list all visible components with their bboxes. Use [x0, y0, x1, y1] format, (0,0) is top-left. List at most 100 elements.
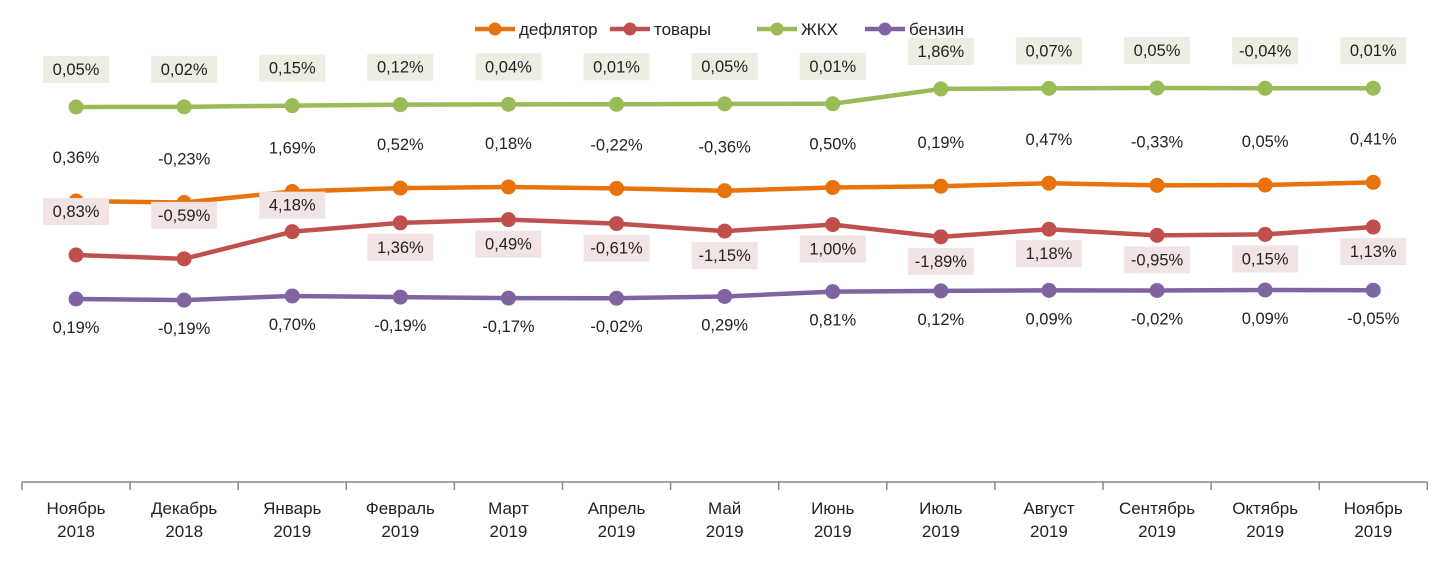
data-point: [68, 291, 84, 307]
data-point: [609, 290, 625, 306]
legend-label: ЖКХ: [801, 20, 838, 39]
x-tick-label: 2019: [1138, 522, 1176, 541]
plot-area: 0,05% 0,02% 0,15% 0,12% 0,04% 0,01% 0,05% 0,01%…: [43, 36, 1407, 338]
data-label-bg: [259, 54, 326, 82]
data-label: 0,52%: [377, 136, 424, 154]
data-point: [933, 283, 949, 299]
x-tick-label: 2019: [706, 522, 744, 541]
x-tick-label: 2018: [57, 522, 95, 541]
data-label-bg: [1015, 240, 1082, 268]
data-label: 0,18%: [485, 135, 532, 153]
data-point: [500, 96, 516, 112]
data-label: 0,05%: [701, 58, 748, 76]
x-tick-label: Март: [488, 499, 529, 518]
data-point: [825, 217, 841, 233]
data-point: [609, 180, 625, 196]
data-label: 0,05%: [1134, 42, 1181, 60]
data-label: 0,01%: [809, 58, 856, 76]
data-label-bg: [151, 55, 218, 83]
data-label: 0,12%: [917, 311, 964, 329]
x-tick-label: Июль: [919, 499, 963, 518]
x-tick-label: 2019: [490, 522, 528, 541]
data-label-bg: [799, 235, 866, 263]
legend-item: товары: [610, 20, 711, 39]
legend-marker: [770, 22, 784, 36]
data-label: 0,49%: [485, 236, 532, 254]
data-point: [1041, 80, 1057, 96]
x-tick-label: 2019: [273, 522, 311, 541]
data-point: [68, 99, 84, 115]
x-tick-label: Ноябрь: [1344, 499, 1403, 518]
data-point: [176, 99, 192, 115]
data-label: 0,09%: [1026, 310, 1073, 328]
legend-marker: [623, 22, 637, 36]
data-point: [1149, 80, 1165, 96]
data-label: 0,83%: [53, 203, 100, 221]
x-tick-label: 2019: [1354, 522, 1392, 541]
data-label: 0,47%: [1026, 131, 1073, 149]
legend: дефлятор товары ЖКХ бензин: [475, 20, 964, 39]
series-3: 0,19% -0,19% 0,70% -0,19% -0,17% -0,02% 0,29% 0…: [53, 282, 1400, 338]
data-label: 0,12%: [377, 59, 424, 77]
data-label-bg: [43, 56, 110, 83]
x-tick-label: Ноябрь: [47, 499, 106, 518]
data-point: [392, 289, 408, 305]
data-label-bg: [259, 191, 326, 219]
x-tick-label: Октябрь: [1232, 499, 1298, 518]
data-label: 0,02%: [161, 61, 208, 79]
data-point: [1041, 282, 1057, 298]
data-label-bg: [475, 230, 542, 258]
data-point: [1257, 80, 1273, 96]
data-label: 0,05%: [53, 61, 100, 79]
data-label-bg: [1124, 36, 1191, 64]
x-tick-label: Декабрь: [151, 499, 217, 518]
data-label: -0,22%: [590, 136, 643, 154]
data-point: [825, 179, 841, 195]
data-label-bg: [907, 247, 974, 275]
x-tick-label: Февраль: [366, 499, 435, 518]
data-label: 0,04%: [485, 58, 532, 76]
x-tick-label: Январь: [263, 499, 321, 518]
data-label: 1,13%: [1350, 243, 1397, 261]
data-label: -0,19%: [158, 320, 211, 338]
data-point: [933, 229, 949, 245]
x-tick-label: 2019: [381, 522, 419, 541]
data-point: [609, 96, 625, 112]
data-point: [176, 292, 192, 308]
data-label: -0,17%: [482, 318, 535, 336]
data-point: [825, 96, 841, 112]
data-point: [500, 212, 516, 228]
data-point: [392, 215, 408, 231]
data-point: [933, 178, 949, 194]
x-tick-label: 2019: [1246, 522, 1284, 541]
data-label: 0,15%: [1242, 250, 1289, 268]
data-label-bg: [151, 201, 218, 229]
data-label: -0,04%: [1239, 42, 1292, 60]
data-label-bg: [475, 53, 542, 81]
data-label-bg: [1340, 238, 1407, 266]
legend-label: товары: [654, 20, 711, 39]
data-label: 0,09%: [1242, 310, 1289, 328]
data-point: [284, 224, 300, 240]
data-point: [1149, 177, 1165, 193]
data-label-bg: [1232, 37, 1299, 65]
legend-marker: [878, 22, 892, 36]
data-label-bg: [43, 198, 110, 225]
data-label: 0,70%: [269, 316, 316, 334]
data-label: 1,86%: [917, 43, 964, 61]
data-point: [392, 180, 408, 196]
data-point: [933, 81, 949, 97]
data-label: 4,18%: [269, 197, 316, 215]
series-1: 0,83% -0,59% 4,18% 1,36% 0,49% -0,61% -1,15% 1,…: [43, 191, 1407, 275]
data-point: [176, 251, 192, 267]
data-label-bg: [1124, 246, 1191, 274]
data-label: -0,02%: [590, 318, 643, 336]
data-point: [500, 290, 516, 306]
data-label: -0,02%: [1131, 310, 1184, 328]
data-point: [717, 223, 733, 239]
data-label: -0,23%: [158, 150, 211, 168]
data-label-bg: [799, 52, 866, 80]
data-label: -0,33%: [1131, 133, 1184, 151]
data-label: 0,07%: [1026, 42, 1073, 60]
data-label: 0,50%: [809, 135, 856, 153]
